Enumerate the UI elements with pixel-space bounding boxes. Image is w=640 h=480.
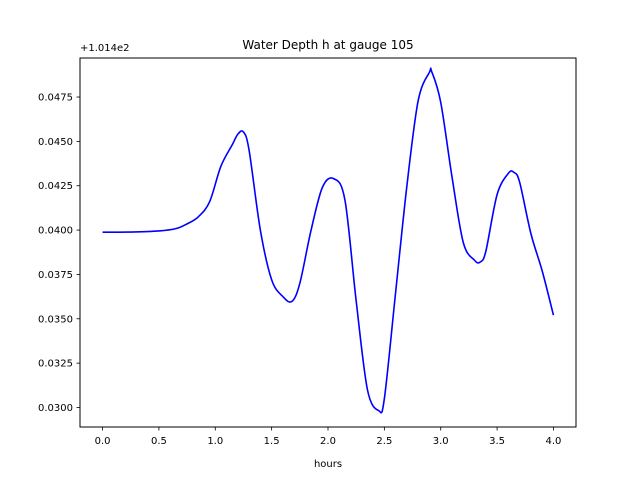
y-tick-label: 0.0300: [38, 403, 73, 414]
x-tick-label: 3.5: [489, 436, 505, 447]
y-tick-label: 0.0325: [38, 359, 73, 370]
y-tick-label: 0.0475: [38, 93, 73, 104]
series-line-0: [102, 67, 555, 414]
x-axis: 0.0 0.5 1.0 1.5 2.0 2.5 3.0 3.5 4.0: [95, 427, 562, 447]
x-tick-label: 0.5: [151, 436, 167, 447]
plot-area: [102, 67, 555, 414]
y-tick-label: 0.0450: [38, 137, 73, 148]
y-axis: 0.0300 0.0325 0.0350 0.0375 0.0400 0.0425 0.04…: [38, 93, 80, 414]
x-tick-label: 0.0: [95, 436, 111, 447]
y-tick-label: 0.0375: [38, 270, 73, 281]
y-offset-label: +1.014e2: [80, 43, 130, 54]
x-tick-label: 3.0: [433, 436, 449, 447]
x-tick-label: 2.5: [376, 436, 392, 447]
x-tick-label: 1.0: [207, 436, 223, 447]
y-tick-label: 0.0350: [38, 314, 73, 325]
chart-title: Water Depth h at gauge 105: [242, 38, 413, 52]
x-tick-label: 2.0: [320, 436, 336, 447]
x-axis-label: hours: [314, 459, 342, 470]
y-tick-label: 0.0400: [38, 226, 73, 237]
x-tick-label: 1.5: [264, 436, 280, 447]
y-tick-label: 0.0425: [38, 181, 73, 192]
x-tick-label: 4.0: [546, 436, 562, 447]
